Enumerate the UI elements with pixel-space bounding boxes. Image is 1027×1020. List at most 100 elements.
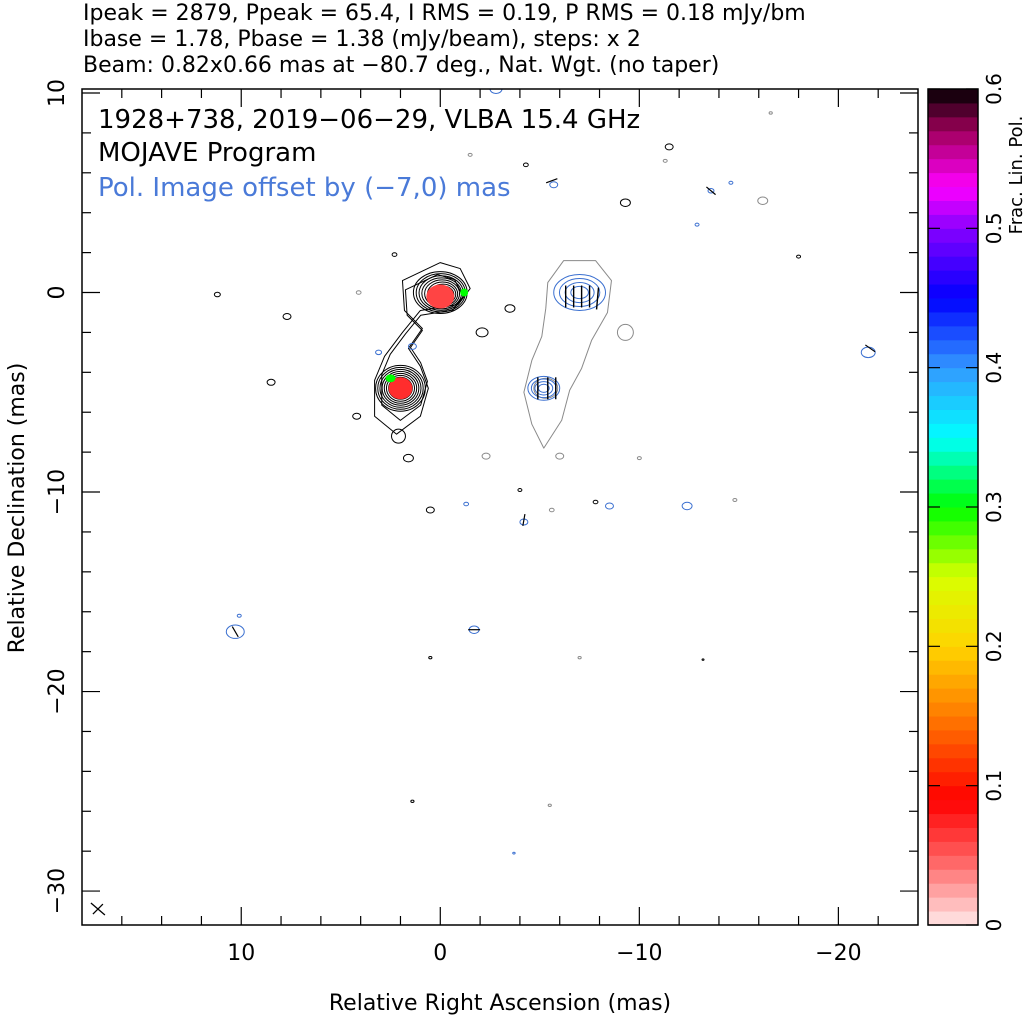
colorbar-step [928,562,978,578]
colorbar-tick-label: 0.4 [982,352,1006,384]
colorbar-step [928,702,978,717]
noise-contour [475,327,489,338]
noise-evpa-tick [231,626,239,638]
noise-contour [375,349,383,356]
noise-contour [355,290,362,295]
colorbar-ticks: 0 0.1 0.2 0.3 0.4 0.5 0.6 [928,73,1006,931]
evpa-vectors [537,285,600,400]
colorbar-step [928,632,978,647]
noise-contour [636,456,642,461]
beam-marker [90,902,106,916]
x-tick-label: 0 [433,941,447,966]
colorbar-tick-label: 0 [982,919,1006,932]
colorbar-step [928,590,978,606]
colorbar-step [928,827,978,842]
colorbar-step [928,381,978,397]
pol-offset-annotation: Pol. Image offset by (−7,0) mas [98,173,511,203]
noise-contour [352,412,362,420]
noise-contour [577,655,582,660]
noise-contour [407,342,417,350]
colorbar-step [928,311,978,327]
colorbar-step [928,771,978,787]
axis-tick-labels: 10 0 −10 −20 10 0 −10 −20 −30 [45,79,862,966]
colorbar-step [928,409,978,424]
colorbar-step [928,674,978,689]
x-axis-label: Relative Right Ascension (mas) [329,991,671,1016]
noise-contour [425,506,435,514]
colorbar [927,88,979,926]
noise-contour [707,188,715,194]
colorbar-step [928,158,978,174]
colorbar-tick-label: 0.3 [982,491,1006,523]
colorbar-step [928,172,978,188]
noise-contour [732,498,738,503]
colorbar-step [928,841,978,856]
noise-contours [213,89,876,855]
noise-contour [410,799,415,803]
colorbar-step [928,716,978,731]
pol-contour-level [527,375,561,401]
colorbar-step [928,325,978,341]
colorbar-tick-label: 0.2 [982,630,1006,662]
y-tick-label: −30 [45,868,70,914]
map-subtitle: MOJAVE Program [98,138,316,168]
intensity-contours [374,262,471,444]
noise-contour [522,162,529,168]
colorbar-step [928,200,978,215]
axis-ticks [82,89,918,925]
noise-evpa-tick [545,178,558,184]
pol-contour-level [570,285,589,300]
y-axis-label: Relative Declination (mas) [5,363,30,654]
intensity-tail-contour [391,428,406,444]
pol-contour-level [558,278,601,308]
colorbar-step [928,228,978,243]
offset-contour [533,377,559,399]
colorbar-step [928,813,978,828]
map-title: 1928+738, 2019−06−29, VLBA 15.4 GHz [98,105,640,135]
noise-contour [481,452,491,460]
colorbar-step [928,897,978,912]
colorbar-step [928,869,978,884]
intensity-contour-level [383,372,418,404]
noise-contour [213,291,221,298]
colorbar-step [928,646,978,661]
noise-contour [236,613,242,618]
header-line-1: Ipeak = 2879, Ppeak = 65.4, I RMS = 0.19… [83,1,806,26]
colorbar-label: Frac. Lin. Pol. [1006,116,1027,235]
colorbar-step [928,493,978,508]
noise-contour [504,304,516,313]
noise-evpa-tick [864,344,876,353]
colorbar-step [928,799,978,815]
intensity-contour-level [379,368,422,408]
colorbar-step [928,298,978,313]
noise-contour [701,658,705,661]
colorbar-tick-label: 0.5 [982,212,1006,244]
colorbar-step [928,520,978,536]
plot-frame [81,88,919,926]
fracpol-region [388,377,413,400]
offset-intensity-contour [523,260,612,449]
noise-contour [757,196,769,205]
x-tick-label: −20 [815,941,861,966]
colorbar-step [928,576,978,592]
noise-contour [694,222,700,227]
noise-contour [467,152,473,157]
polarized-intensity-contours [527,274,606,401]
noise-contour [547,803,552,807]
fracpol-region [426,284,455,309]
colorbar-step [928,855,978,870]
colorbar-step [928,214,978,229]
colorbar-step [928,89,978,104]
intensity-contour-level [377,366,424,410]
colorbar-step [928,479,978,494]
y-tick-label: 10 [45,79,70,107]
noise-contour [728,180,734,185]
colorbar-step [928,743,978,759]
noise-contour [549,181,559,189]
noise-evpa-tick [706,186,716,196]
noise-contour [225,624,245,639]
colorbar-tick-label: 0.6 [982,73,1006,105]
colorbar-step [928,339,978,355]
colorbar-step [928,604,978,619]
y-tick-label: 0 [45,286,70,300]
